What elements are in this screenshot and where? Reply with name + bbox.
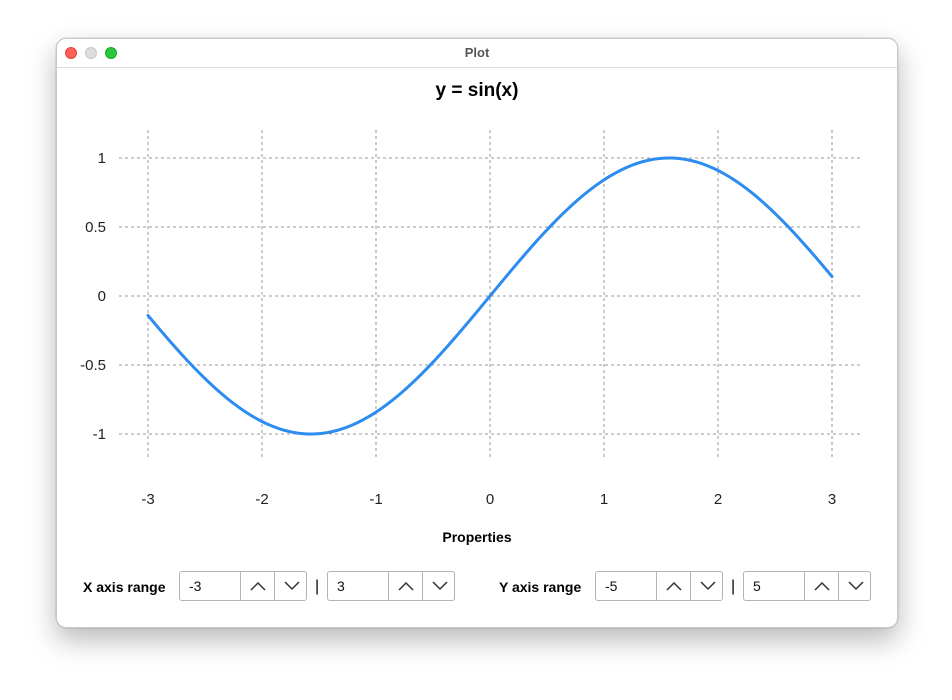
- x-tick-label: -1: [369, 491, 382, 508]
- x-max-increment-button[interactable]: [388, 572, 422, 600]
- y-min-input[interactable]: [596, 572, 656, 600]
- chevron-down-icon: [431, 581, 448, 591]
- maximize-window-button[interactable]: [105, 47, 117, 59]
- y-min-spinbox: [595, 571, 723, 601]
- y-tick-label: 1: [98, 150, 106, 167]
- y-max-input[interactable]: [744, 572, 804, 600]
- vertical-grid: [147, 130, 833, 458]
- sine-curve: [146, 156, 834, 436]
- y-tick-label: -1: [93, 426, 106, 443]
- x-max-decrement-button[interactable]: [422, 572, 456, 600]
- y-axis-ticks: 1 0.5 0 -0.5 -1: [80, 150, 106, 443]
- y-axis-range-label: Y axis range: [499, 579, 582, 595]
- horizontal-grid: [119, 157, 862, 435]
- y-min-decrement-button[interactable]: [690, 572, 724, 600]
- chevron-down-icon: [283, 581, 300, 591]
- window-title: Plot: [464, 45, 490, 60]
- minimize-window-button[interactable]: [85, 47, 97, 59]
- x-axis-range-label: X axis range: [83, 579, 166, 595]
- y-max-decrement-button[interactable]: [838, 572, 872, 600]
- x-tick-label: 3: [828, 491, 836, 508]
- chevron-down-icon: [847, 581, 864, 591]
- y-max-increment-button[interactable]: [804, 572, 838, 600]
- x-max-spinbox: [327, 571, 455, 601]
- sine-plot: y = sin(x) -3 -2 -1 0 1 2 3 1 0.5 0 -0.5 -1: [80, 80, 862, 508]
- properties-label: Properties: [442, 529, 512, 545]
- plot-window: Plot y = sin(x) -3 -2 -1 0 1 2 3 1 0.5 0 -0.5 -1 P…: [56, 38, 898, 628]
- x-min-increment-button[interactable]: [240, 572, 274, 600]
- close-window-button[interactable]: [65, 47, 77, 59]
- x-tick-label: 1: [600, 491, 608, 508]
- x-tick-label: -3: [141, 491, 154, 508]
- chevron-down-icon: [699, 581, 716, 591]
- x-tick-label: 0: [486, 491, 494, 508]
- y-range-separator: |: [731, 578, 736, 595]
- chart-title: y = sin(x): [436, 80, 519, 101]
- x-min-input[interactable]: [180, 572, 240, 600]
- y-tick-label: 0.5: [85, 219, 106, 236]
- x-tick-label: 2: [714, 491, 722, 508]
- x-tick-label: -2: [255, 491, 268, 508]
- y-max-spinbox: [743, 571, 871, 601]
- x-max-input[interactable]: [328, 572, 388, 600]
- y-tick-label: 0: [98, 288, 106, 305]
- x-axis-ticks: -3 -2 -1 0 1 2 3: [141, 491, 836, 508]
- x-range-separator: |: [315, 578, 320, 595]
- y-min-increment-button[interactable]: [656, 572, 690, 600]
- chevron-up-icon: [813, 581, 830, 591]
- x-min-spinbox: [179, 571, 307, 601]
- x-min-decrement-button[interactable]: [274, 572, 308, 600]
- chevron-up-icon: [249, 581, 266, 591]
- y-tick-label: -0.5: [80, 357, 106, 374]
- title-bar: Plot: [57, 39, 897, 68]
- chevron-up-icon: [397, 581, 414, 591]
- chevron-up-icon: [665, 581, 682, 591]
